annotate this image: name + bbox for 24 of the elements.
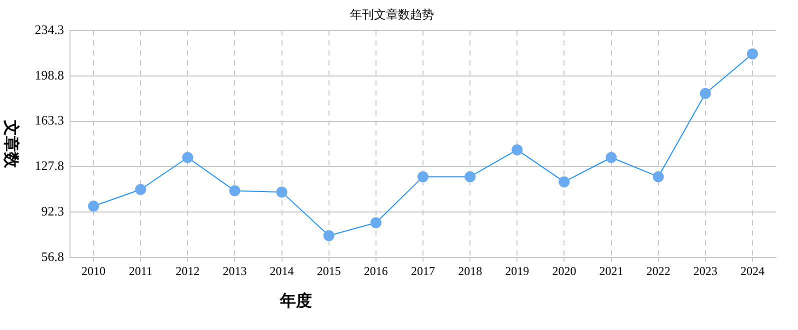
y-tick-label: 127.8 (34, 158, 64, 174)
chart-title: 年刊文章数趋势 (350, 7, 434, 22)
x-tick-label: 2016 (364, 264, 388, 278)
y-tick-label: 234.3 (34, 22, 64, 37)
x-tick-label: 2014 (270, 264, 294, 278)
y-tick-label: 163.3 (34, 112, 64, 128)
y-axis-title: 文章数 (2, 119, 20, 169)
x-tick-label: 2024 (740, 264, 764, 278)
x-tick-label: 2011 (128, 264, 152, 278)
x-tick-label: 2012 (176, 264, 200, 278)
y-tick-label: 92.3 (41, 204, 64, 219)
x-tick-label: 2020 (552, 264, 576, 278)
x-tick-label: 2017 (411, 264, 435, 278)
x-tick-label: 2023 (693, 264, 718, 278)
y-tick-label: 56.8 (41, 249, 64, 264)
y-tick-label: 198.8 (34, 67, 64, 82)
x-axis-title: 年度 (278, 291, 312, 310)
x-tick-label: 2013 (222, 264, 247, 278)
x-tick-label: 2015 (316, 264, 341, 278)
x-tick-label: 2021 (599, 264, 624, 278)
x-tick-label: 2010 (82, 264, 106, 278)
x-tick-label: 2019 (505, 264, 530, 278)
x-tick-label: 2022 (646, 264, 670, 278)
x-tick-label: 2018 (458, 264, 482, 278)
